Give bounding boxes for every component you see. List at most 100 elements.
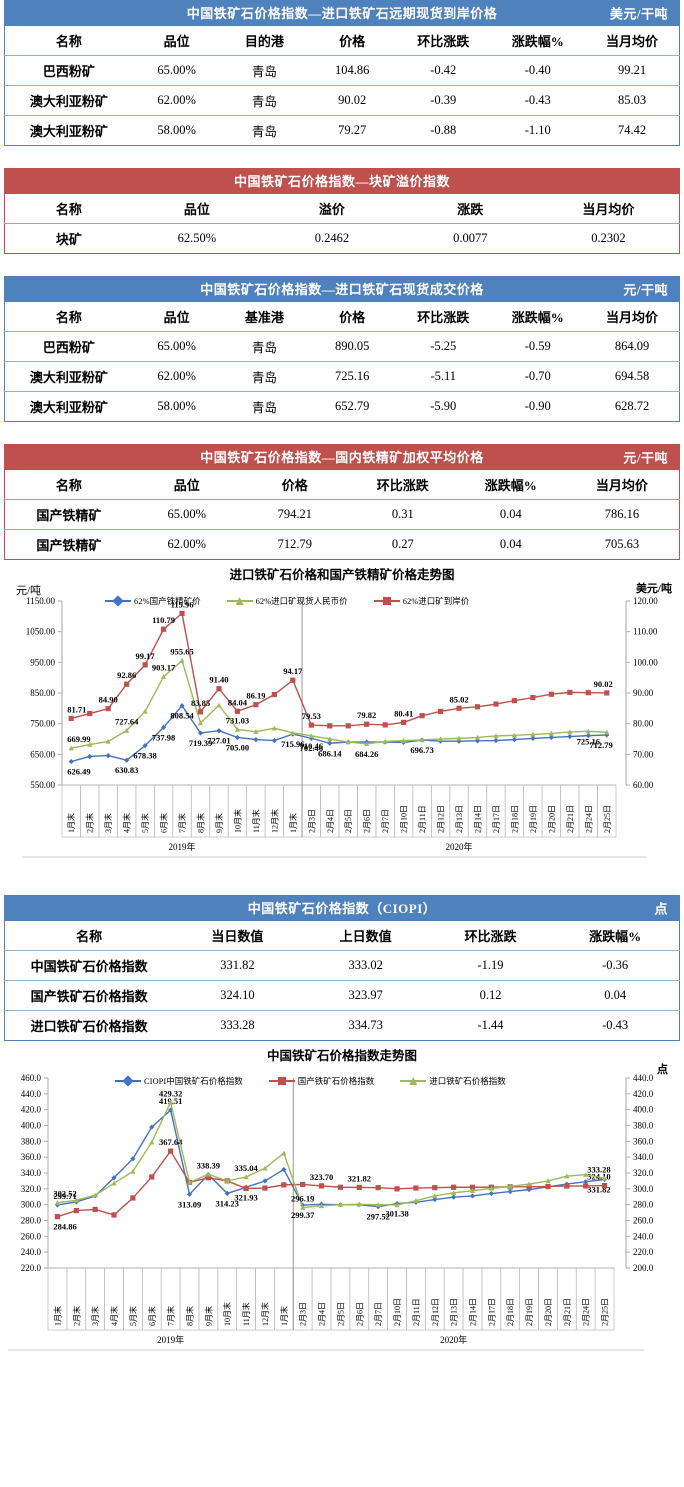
cell-month-avg: 628.72 <box>614 399 650 413</box>
svg-text:115.96: 115.96 <box>171 599 194 609</box>
cell-port: 青岛 <box>251 125 277 139</box>
cell-month-avg: 705.63 <box>604 537 640 551</box>
svg-text:420.0: 420.0 <box>21 1105 42 1115</box>
svg-text:712.79: 712.79 <box>589 740 612 750</box>
svg-text:99.17: 99.17 <box>136 651 156 661</box>
cell-change: -1.19 <box>429 950 552 981</box>
svg-text:850.00: 850.00 <box>30 688 55 698</box>
cell-price: 794.21 <box>240 499 349 530</box>
svg-text:331.82: 331.82 <box>587 1184 610 1194</box>
cell-name: 国产铁精矿 <box>4 499 133 530</box>
svg-text:2月10日: 2月10日 <box>400 805 409 833</box>
svg-text:2月24日: 2月24日 <box>584 805 593 833</box>
table-row: 国产铁精矿 65.00% 794.21 0.31 0.04 786.16 <box>4 499 680 530</box>
svg-text:1150.00: 1150.00 <box>26 596 55 606</box>
svg-text:2月18日: 2月18日 <box>510 805 519 833</box>
column-header: 当月均价 <box>585 301 680 332</box>
cell-change: -5.90 <box>430 399 457 413</box>
cell-price: 890.05 <box>308 331 396 362</box>
spacer <box>0 873 684 895</box>
cell-name: 澳大利亚粉矿 <box>4 361 133 392</box>
legend-item-import-rmb: 62%进口矿现货人民币价 <box>226 595 348 607</box>
svg-text:299.71: 299.71 <box>53 1191 76 1201</box>
svg-text:2月14日: 2月14日 <box>474 805 483 833</box>
table-row: 巴西粉矿 65.00% 青岛 890.05 -5.25 -0.59 864.09 <box>4 331 680 362</box>
cell-change: 0.12 <box>429 980 552 1011</box>
svg-text:2月12日: 2月12日 <box>437 805 446 833</box>
svg-text:91.40: 91.40 <box>209 675 228 685</box>
legend-item-import-index: 进口铁矿石价格指数 <box>400 1075 506 1087</box>
svg-text:11月末: 11月末 <box>251 809 261 833</box>
table-unit: 元/干吨 <box>623 450 668 465</box>
cell-month-avg: 694.58 <box>585 361 680 392</box>
legend-swatch-icon <box>115 1080 141 1082</box>
svg-text:80.00: 80.00 <box>633 719 654 729</box>
table-block-lump-premium: 中国铁矿石价格指数—块矿溢价指数 名称 品位 溢价 涨跌 当月均价 块矿 62.… <box>4 168 680 254</box>
svg-text:719.39: 719.39 <box>189 738 212 748</box>
cell-today: 333.28 <box>220 1018 255 1032</box>
svg-text:280.0: 280.0 <box>633 1200 654 1210</box>
chart-y-axis-unit-left: 元/吨 <box>16 585 42 597</box>
svg-text:260.0: 260.0 <box>633 1216 654 1226</box>
svg-text:296.19: 296.19 <box>291 1194 314 1204</box>
svg-text:2月14日: 2月14日 <box>469 1298 478 1326</box>
chart-plot-area: 550.00 650.00 750.00 850.00 950.00 1050.00 115… <box>22 596 658 858</box>
column-header: 名称 <box>4 301 133 332</box>
svg-text:80.41: 80.41 <box>394 708 413 718</box>
svg-text:2月10日: 2月10日 <box>393 1298 402 1326</box>
svg-text:2月7日: 2月7日 <box>381 809 390 833</box>
svg-text:550.00: 550.00 <box>30 780 55 790</box>
svg-text:400.0: 400.0 <box>633 1105 654 1115</box>
cell-change: -0.39 <box>396 85 491 116</box>
svg-text:440.0: 440.0 <box>633 1073 654 1083</box>
cell-name: 澳大利亚粉矿 <box>4 85 133 116</box>
svg-text:429.32: 429.32 <box>159 1088 182 1098</box>
chart-price-trend: 进口铁矿石价格和国产铁精矿价格走势图 元/吨 美元/吨 62%国产铁精矿价 62… <box>0 560 684 873</box>
chart-y-axis-unit-right: 美元/吨 <box>635 583 672 595</box>
svg-text:1月末: 1月末 <box>66 813 76 833</box>
cell-grade: 58.00% <box>157 399 196 413</box>
svg-text:696.73: 696.73 <box>410 745 433 755</box>
column-header: 价格 <box>308 301 396 332</box>
svg-text:460.0: 460.0 <box>21 1073 42 1083</box>
cell-change: 0.31 <box>348 499 457 530</box>
legend-item-domestic: 62%国产铁精矿价 <box>105 595 201 607</box>
svg-text:11月末: 11月末 <box>241 1302 251 1326</box>
cell-change: -1.44 <box>477 1018 504 1032</box>
table-header-lump-premium: 中国铁矿石价格指数—块矿溢价指数 <box>4 168 680 193</box>
table-header-domestic-concentrate: 中国铁矿石价格指数—国内铁精矿加权平均价格 元/干吨 <box>4 444 680 469</box>
svg-text:7月末: 7月末 <box>177 813 187 833</box>
svg-text:2月24日: 2月24日 <box>582 1298 591 1326</box>
cell-change-pct: -1.10 <box>524 123 551 137</box>
chart-plot-area: 220.0 240.0 260.0 280.0 300.0 320.0 340.0 360.0… <box>8 1073 654 1351</box>
cell-month-avg: 0.2302 <box>591 231 626 245</box>
column-header: 当月均价 <box>564 469 680 500</box>
svg-text:313.09: 313.09 <box>178 1199 201 1209</box>
spacer <box>0 254 684 276</box>
svg-text:2月25日: 2月25日 <box>603 805 612 833</box>
svg-text:297.52: 297.52 <box>366 1212 389 1222</box>
svg-text:84.90: 84.90 <box>99 695 118 705</box>
cell-name: 巴西粉矿 <box>4 331 133 362</box>
svg-text:335.04: 335.04 <box>234 1163 258 1173</box>
cell-grade: 62.00% <box>132 85 221 116</box>
svg-text:200.0: 200.0 <box>633 1263 654 1273</box>
svg-text:5月末: 5月末 <box>128 1306 138 1326</box>
cell-prev: 323.97 <box>301 980 430 1011</box>
cell-name: 巴西粉矿 <box>4 55 133 86</box>
svg-text:1月末: 1月末 <box>288 813 298 833</box>
cell-price: 725.16 <box>308 361 396 392</box>
column-header: 名称 <box>4 25 133 56</box>
svg-text:669.99: 669.99 <box>67 734 90 744</box>
svg-text:808.54: 808.54 <box>170 711 194 721</box>
svg-text:90.00: 90.00 <box>633 688 654 698</box>
cell-name: 国产铁精矿 <box>36 538 102 553</box>
table-block-import-spot-deal: 中国铁矿石价格指数—进口铁矿石现货成交价格 元/干吨 名称 品位 基准港 价格 … <box>4 276 680 422</box>
table-row: 国产铁精矿 62.00% 712.79 0.27 0.04 705.63 <box>5 530 680 560</box>
svg-text:2月3日: 2月3日 <box>307 809 316 833</box>
svg-text:2月7日: 2月7日 <box>374 1302 383 1326</box>
svg-text:2月11日: 2月11日 <box>418 805 427 833</box>
svg-text:9月末: 9月末 <box>214 813 224 833</box>
table-header-row: 名称 品位 价格 环比涨跌 涨跌幅% 当月均价 <box>4 469 680 500</box>
svg-text:903.17: 903.17 <box>152 663 176 673</box>
